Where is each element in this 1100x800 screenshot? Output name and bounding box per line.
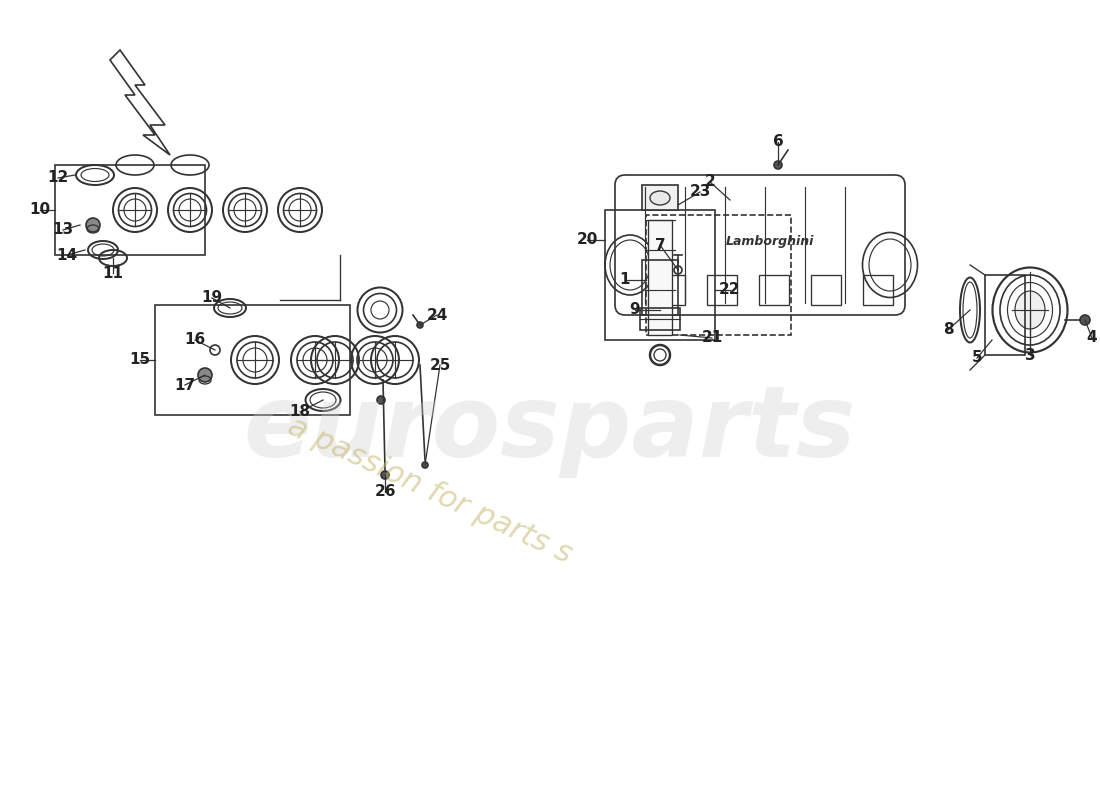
Bar xyxy=(605,210,715,340)
Bar xyxy=(654,275,685,305)
Bar xyxy=(648,220,672,335)
Text: 13: 13 xyxy=(53,222,74,238)
Text: 22: 22 xyxy=(719,282,740,298)
Text: 17: 17 xyxy=(175,378,196,393)
Text: 24: 24 xyxy=(427,307,448,322)
Text: 20: 20 xyxy=(576,233,597,247)
Text: 25: 25 xyxy=(429,358,451,373)
Text: 12: 12 xyxy=(47,170,68,186)
Text: 2: 2 xyxy=(705,174,715,190)
Bar xyxy=(811,275,842,305)
Ellipse shape xyxy=(650,191,670,205)
Circle shape xyxy=(86,218,100,232)
Bar xyxy=(646,215,791,335)
Text: 8: 8 xyxy=(943,322,954,338)
Text: 16: 16 xyxy=(185,333,206,347)
Bar xyxy=(984,275,1025,355)
Bar xyxy=(642,185,678,210)
Circle shape xyxy=(377,396,385,404)
Circle shape xyxy=(1080,315,1090,325)
Text: 6: 6 xyxy=(772,134,783,150)
Text: 21: 21 xyxy=(702,330,723,346)
Text: 18: 18 xyxy=(289,405,310,419)
Bar xyxy=(642,260,678,315)
Text: 15: 15 xyxy=(130,353,151,367)
Circle shape xyxy=(417,322,424,328)
Text: 3: 3 xyxy=(1025,347,1035,362)
Circle shape xyxy=(198,368,212,382)
Bar xyxy=(55,165,205,255)
Circle shape xyxy=(422,462,428,468)
Text: a passion for parts s: a passion for parts s xyxy=(283,411,576,569)
Bar xyxy=(864,275,893,305)
Text: 19: 19 xyxy=(201,290,222,306)
Circle shape xyxy=(381,471,389,479)
Text: 7: 7 xyxy=(654,238,666,253)
Text: eurosparts: eurosparts xyxy=(244,382,856,478)
Circle shape xyxy=(774,161,782,169)
Text: 1: 1 xyxy=(619,273,630,287)
Bar xyxy=(155,305,350,415)
Bar xyxy=(640,308,680,330)
Ellipse shape xyxy=(1015,291,1045,329)
Text: 11: 11 xyxy=(102,266,123,281)
Text: 26: 26 xyxy=(374,485,396,499)
Bar xyxy=(707,275,737,305)
Text: 5: 5 xyxy=(971,350,982,366)
Text: 23: 23 xyxy=(690,185,711,199)
Text: 9: 9 xyxy=(629,302,640,318)
Bar xyxy=(759,275,789,305)
Text: Lamborghini: Lamborghini xyxy=(726,235,814,249)
Text: 14: 14 xyxy=(56,247,78,262)
Text: 4: 4 xyxy=(1087,330,1098,346)
Text: 10: 10 xyxy=(30,202,51,218)
